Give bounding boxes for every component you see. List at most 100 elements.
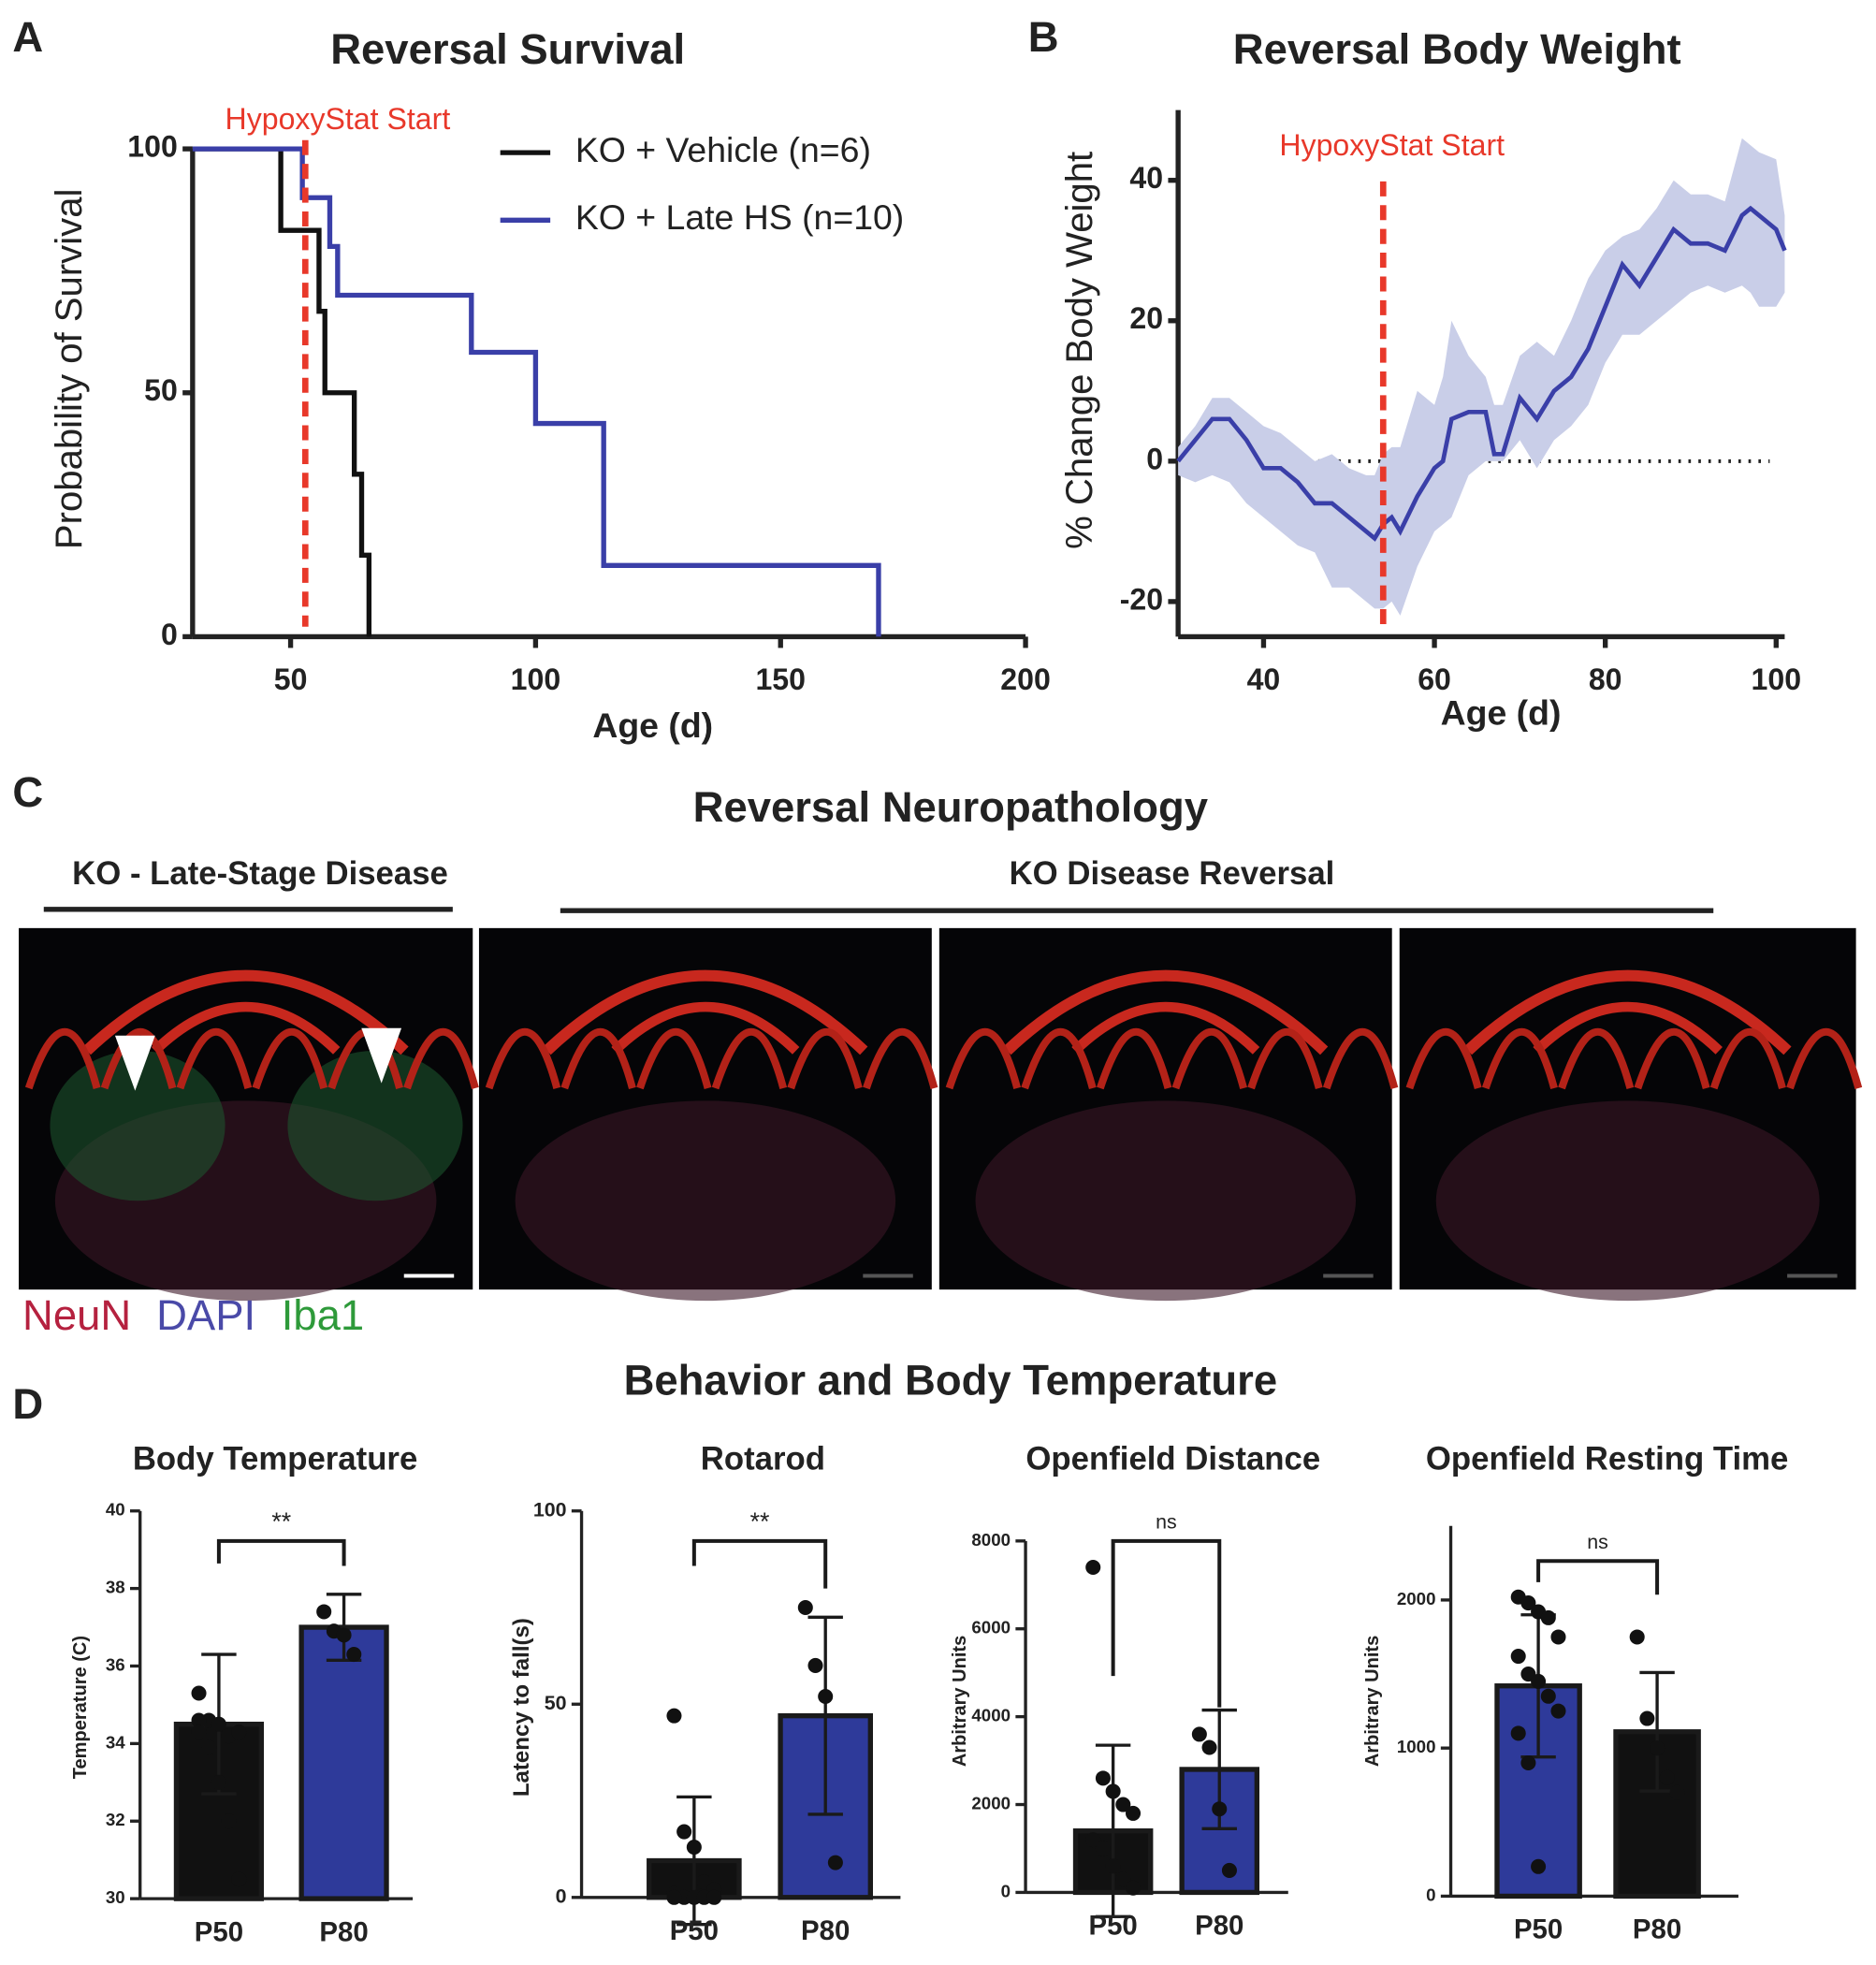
section-title: Reversal Neuropathology (693, 783, 1209, 831)
y-tick-label: 20 (1129, 301, 1163, 335)
data-point (1639, 1710, 1655, 1726)
lobe-outline (1071, 1001, 1260, 1055)
folium (1558, 1027, 1635, 1090)
folium (100, 1027, 177, 1090)
significance-label: ns (1587, 1531, 1608, 1553)
data-point (1510, 1649, 1526, 1665)
x-tick-label: 200 (1000, 662, 1051, 696)
data-point (1095, 1770, 1111, 1786)
section-title: Behavior and Body Temperature (624, 1356, 1278, 1404)
data-point (1095, 1841, 1111, 1856)
tissue-glow (515, 1100, 896, 1302)
folium (1021, 1027, 1097, 1090)
chart-title: Openfield Distance (1025, 1441, 1320, 1477)
y-axis-label: Arbitrary Units (950, 1636, 970, 1767)
panel-label: A (12, 13, 43, 61)
data-point (1540, 1688, 1556, 1704)
panel-label: B (1028, 13, 1059, 61)
x-tick-label: P80 (1195, 1911, 1243, 1942)
data-point (827, 1855, 843, 1870)
x-tick-label: P50 (1514, 1914, 1563, 1945)
y-tick-label: 50 (545, 1692, 567, 1714)
y-tick-label: 2000 (971, 1793, 1011, 1812)
data-point (211, 1774, 226, 1790)
lobe-outline (82, 969, 409, 1055)
microglia (287, 1050, 463, 1201)
bar (298, 1624, 389, 1901)
folium (1481, 1027, 1558, 1090)
significance-label: ** (750, 1507, 770, 1536)
y-tick-label: 0 (556, 1885, 567, 1907)
arrowhead (361, 1027, 402, 1084)
folium (1634, 1027, 1710, 1090)
folium (1247, 1027, 1323, 1090)
x-tick-label: P80 (319, 1916, 368, 1947)
x-tick-label: 150 (755, 662, 806, 696)
lobe-outline (543, 969, 868, 1055)
x-tick-label: 50 (274, 662, 308, 696)
series-line (192, 146, 372, 637)
y-tick-label: 0 (1426, 1885, 1435, 1904)
folium (176, 1027, 253, 1090)
x-axis-label: Age (d) (1441, 693, 1562, 733)
folium (560, 1027, 636, 1090)
y-tick-label: 1000 (1397, 1737, 1436, 1756)
data-point (1531, 1673, 1547, 1689)
y-tick-label: 100 (533, 1498, 567, 1521)
chart-title: Reversal Survival (330, 25, 685, 73)
data-point (191, 1712, 207, 1728)
x-tick-label: 80 (1589, 662, 1622, 696)
folium (1322, 1027, 1399, 1090)
folium (1786, 1027, 1863, 1090)
y-tick-label: 34 (106, 1732, 125, 1752)
data-point (1105, 1858, 1121, 1874)
significance-bracket (216, 1538, 346, 1566)
x-tick-label: P50 (670, 1915, 719, 1946)
data-point (666, 1708, 682, 1724)
y-tick-label: 6000 (971, 1618, 1011, 1638)
tissue-glow (975, 1100, 1357, 1302)
chart-title: Rotarod (701, 1441, 825, 1477)
data-point (676, 1824, 692, 1840)
folium (485, 1027, 561, 1090)
data-point (1085, 1832, 1101, 1848)
y-axis-label: % Change Body Weight (1059, 152, 1100, 549)
folium (1097, 1027, 1172, 1090)
x-tick-label: 100 (511, 662, 561, 696)
data-point (1520, 1595, 1536, 1611)
data-point (797, 1599, 813, 1616)
y-tick-label: 100 (127, 130, 178, 164)
folium (403, 1027, 479, 1090)
chart-title: Openfield Resting Time (1426, 1441, 1788, 1477)
data-point (1115, 1797, 1131, 1812)
data-point (316, 1604, 332, 1620)
data-point (1085, 1559, 1101, 1576)
y-axis-label: Probability of Survival (49, 189, 90, 550)
significance-bracket (691, 1538, 828, 1589)
data-point (191, 1685, 207, 1701)
data-point (818, 1688, 834, 1705)
error-band (1178, 138, 1785, 616)
data-point (1669, 1784, 1685, 1800)
legend-label: KO + Vehicle (n=6) (575, 130, 871, 169)
x-tick-label: 60 (1418, 662, 1451, 696)
data-point (1650, 1740, 1665, 1756)
data-point (686, 1840, 702, 1856)
data-point (1221, 1862, 1237, 1878)
data-point (706, 1889, 722, 1905)
chart-title: Body Temperature (133, 1441, 417, 1477)
data-point (1540, 1609, 1556, 1625)
data-point (1126, 1880, 1142, 1896)
folium (1171, 1027, 1247, 1090)
micrographs (19, 927, 1863, 1302)
x-tick-label: P80 (801, 1915, 850, 1946)
data-point (1212, 1801, 1228, 1817)
y-tick-label: 40 (106, 1500, 125, 1520)
y-tick-label: 38 (106, 1578, 125, 1597)
y-tick-label: 36 (106, 1654, 125, 1674)
group-label: KO Disease Reversal (1010, 856, 1335, 892)
lobe-outline (1463, 969, 1792, 1055)
stain-label: NeuN (22, 1291, 131, 1339)
